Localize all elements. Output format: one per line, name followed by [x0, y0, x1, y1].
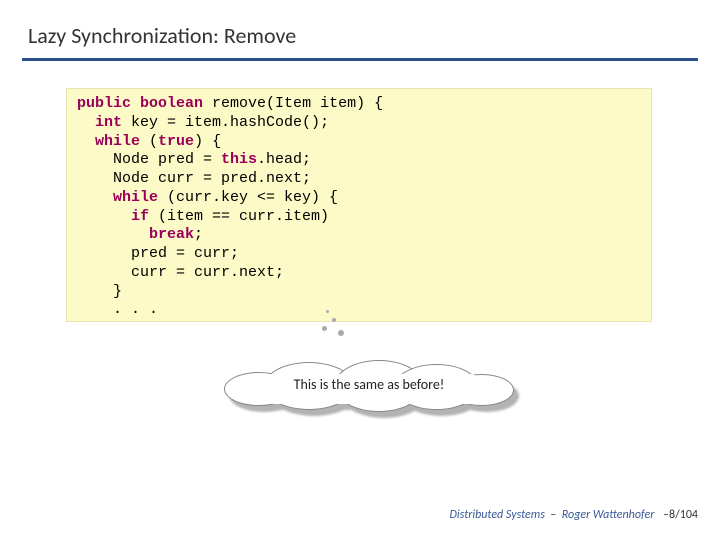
- title-underline: [22, 58, 698, 61]
- callout-cloud: This is the same as before!: [224, 360, 514, 412]
- callout-text: This is the same as before!: [224, 376, 514, 393]
- footer: Distributed Systems – Roger Wattenhofer …: [450, 508, 698, 522]
- footer-page: –8/104: [663, 508, 698, 522]
- callout: This is the same as before!: [224, 360, 514, 420]
- footer-author: Roger Wattenhofer: [562, 508, 655, 522]
- footer-sep: –: [550, 508, 556, 522]
- page-number: 8/104: [669, 508, 698, 522]
- code-block: public boolean remove(Item item) { int k…: [66, 88, 652, 322]
- slide-title: Lazy Synchronization: Remove: [28, 22, 296, 49]
- footer-course: Distributed Systems: [450, 508, 545, 522]
